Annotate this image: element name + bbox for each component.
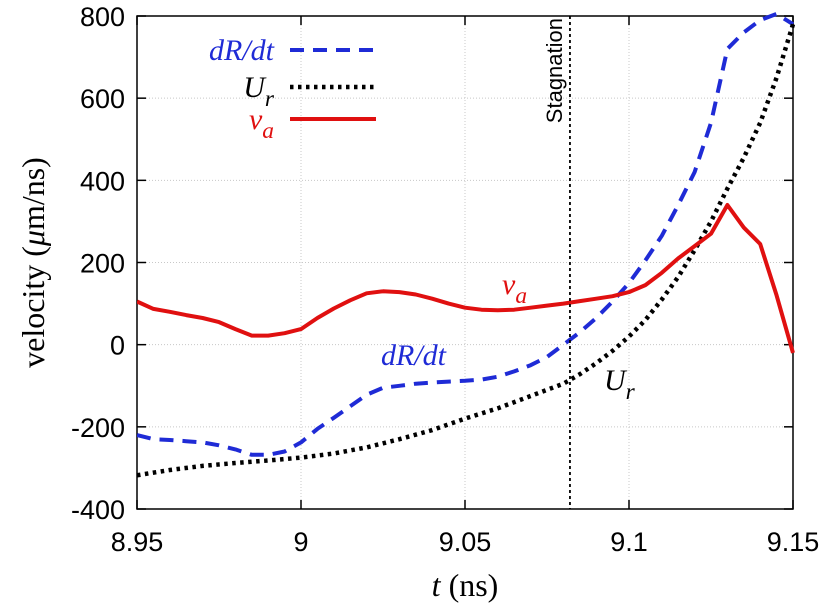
x-axis-label: t (ns) [432,567,499,603]
axis-labels: t (ns) velocity (μm/ns) [15,157,498,603]
legend-label-ur: Ur [243,71,275,112]
grid-lines [136,15,794,510]
x-tick-label: 9.15 [767,527,820,557]
y-tick-label: 800 [80,2,125,32]
y-tick-label: 200 [80,249,125,279]
y-tick-label: -200 [71,413,125,443]
series-layer [137,12,795,478]
axis-ticks: 8.95 9 9.05 9.1 9.15 -400 -200 0 200 400 600 800 [71,2,819,557]
x-tick-label: 9.1 [610,527,648,557]
x-tick-label: 8.95 [111,527,164,557]
x-tick-label: 9.05 [439,527,492,557]
series-line-va [137,203,795,354]
series-line-drdt [137,12,795,457]
y-tick-label: 400 [80,166,125,196]
y-tick-label: 0 [110,331,125,361]
x-tick-label: 9 [293,527,308,557]
inline-label-drdt: dR/dt [381,339,447,372]
y-axis-label: velocity (μm/ns) [15,157,51,368]
annotations: Stagnation va dR/dt Ur [381,16,636,509]
inline-label-va: va [502,268,527,309]
inline-label-ur: Ur [604,364,636,405]
y-tick-label: 600 [80,84,125,114]
y-tick-label: -400 [71,495,125,525]
legend-label-va: va [249,103,274,144]
stagnation-label: Stagnation [542,18,567,123]
legend-label-drdt: dR/dt [209,34,275,67]
